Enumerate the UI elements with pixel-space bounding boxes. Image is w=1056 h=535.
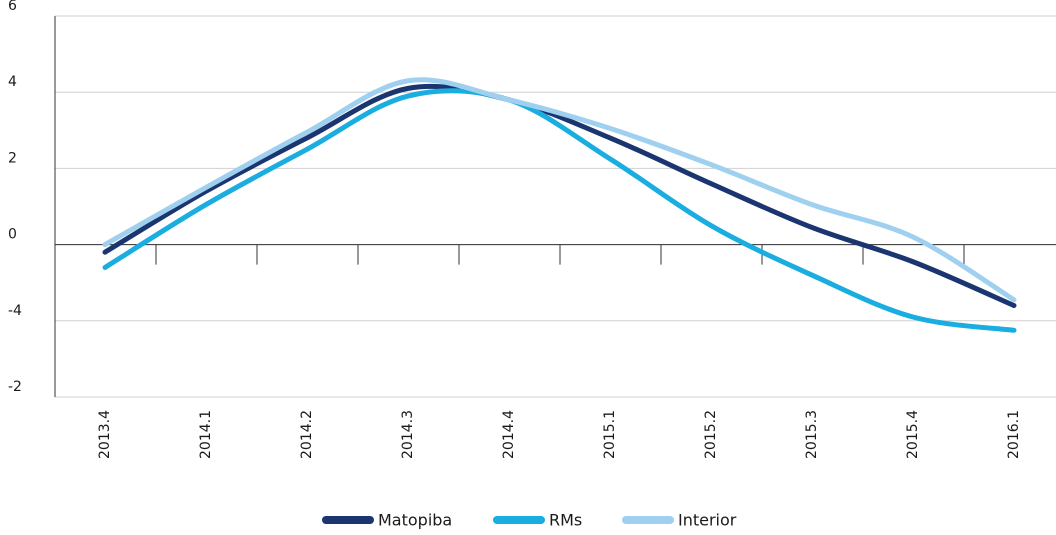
x-tick-label: 2014.1 [198, 410, 214, 459]
y-tick-label: 4 [8, 74, 17, 90]
x-tick-label: 2015.4 [905, 410, 921, 459]
y-tick-label: 0 [8, 227, 17, 243]
legend-label: RMs [549, 511, 582, 530]
x-tick-label: 2014.4 [501, 410, 517, 459]
y-tick-label: 2 [8, 150, 17, 166]
legend-label: Interior [678, 511, 737, 530]
legend-label: Matopiba [378, 511, 452, 530]
y-tick-label: -2 [8, 379, 22, 395]
x-tick-label: 2015.2 [703, 410, 719, 459]
y-tick-label: -4 [8, 303, 22, 319]
series-line [102, 77, 1017, 303]
x-tick-label: 2013.4 [97, 410, 113, 459]
x-tick-label: 2015.3 [804, 410, 820, 459]
y-tick-label: 6 [8, 0, 17, 14]
x-tick-label: 2014.2 [299, 410, 315, 459]
series-line [102, 88, 1017, 333]
series-line [102, 83, 1017, 309]
x-tick-label: 2015.1 [602, 410, 618, 459]
x-tick-label: 2016.1 [1006, 410, 1022, 459]
x-tick-label: 2014.3 [400, 410, 416, 459]
